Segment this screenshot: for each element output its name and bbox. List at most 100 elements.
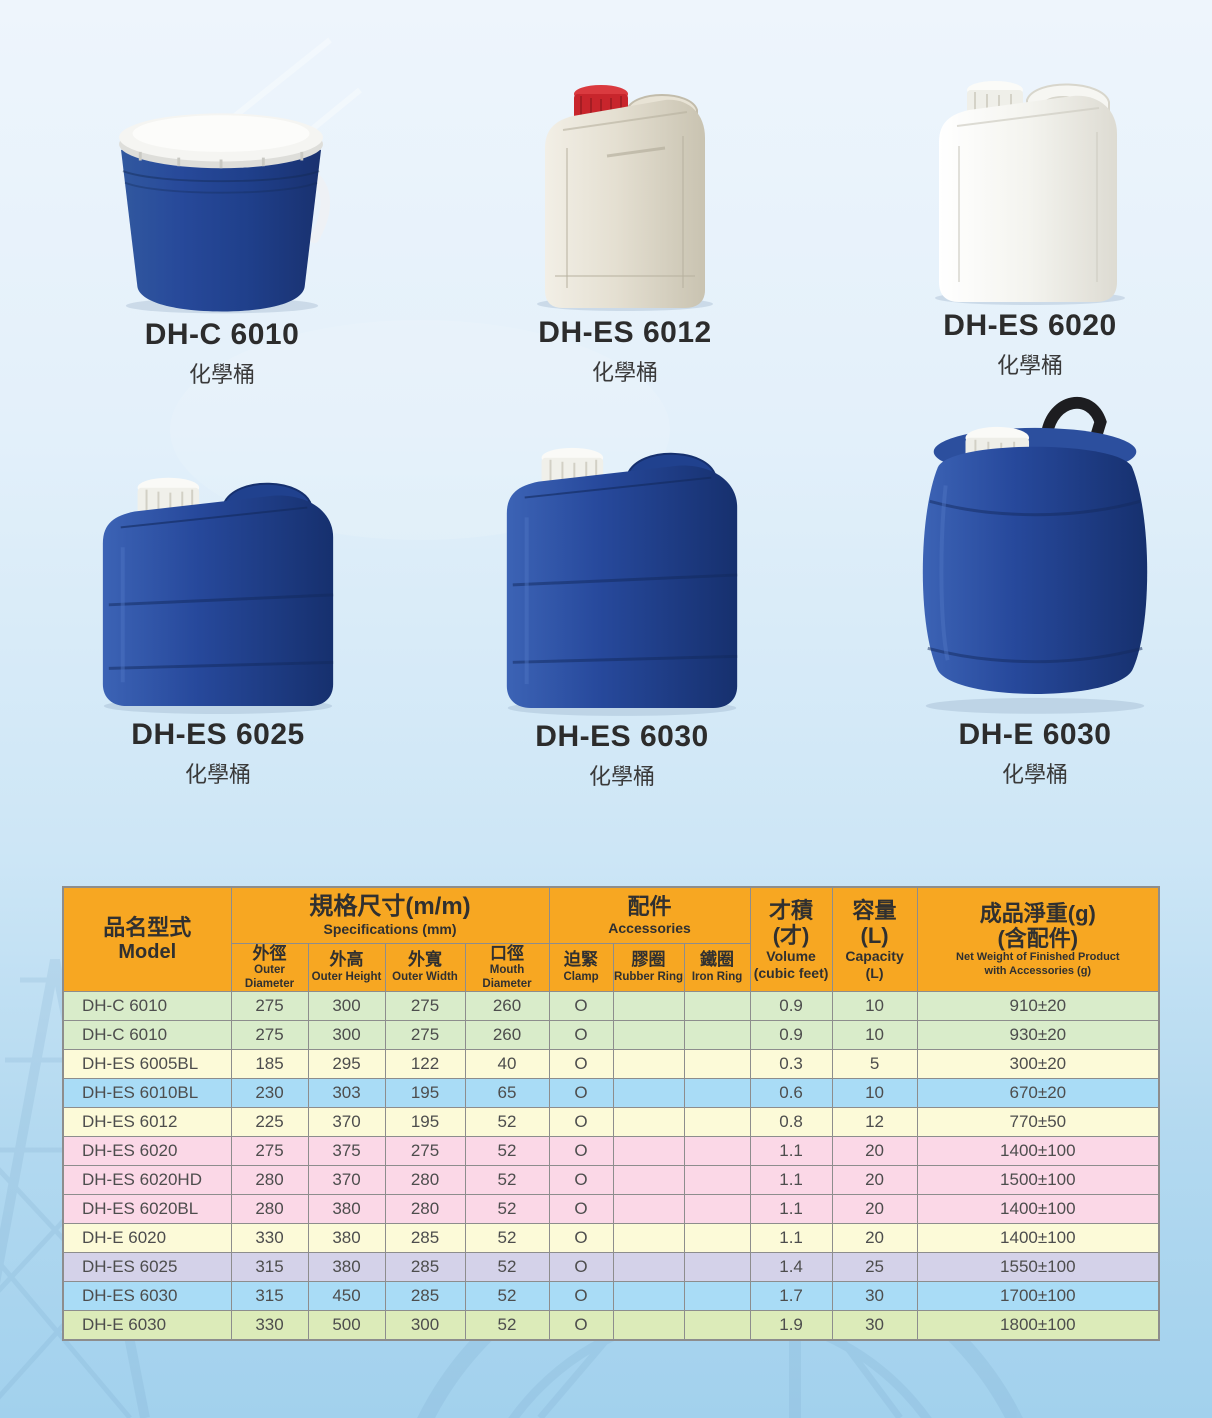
header-volume-zh1: 才積: [769, 897, 814, 923]
cell-model: DH-ES 6005BL: [62, 1049, 232, 1080]
sub-header-outer-diameter: 外徑 Outer Diameter: [230, 942, 309, 993]
cell-mouth-diameter: 52: [464, 1194, 550, 1225]
cell-mouth-diameter: 40: [464, 1049, 550, 1080]
cell-mouth-diameter: 52: [464, 1165, 550, 1196]
cell-outer-height: 380: [307, 1223, 386, 1254]
cell-model: DH-ES 6020: [62, 1136, 232, 1167]
product-subtitle: 化學桶: [591, 360, 658, 385]
product-card-dh-c-6010: DH-C 6010 化學桶: [52, 82, 392, 389]
cell-volume: 1.4: [749, 1252, 833, 1283]
table-row: DH-ES 6025 315 380 285 52 O 1.4 25 1550±100: [62, 1252, 1160, 1283]
product-title: DH-ES 6020: [943, 309, 1117, 342]
cell-iron-ring: [683, 1020, 751, 1051]
cell-model: DH-ES 6010BL: [62, 1078, 232, 1109]
col-header-model: 品名型式 Model: [62, 886, 232, 993]
cell-volume: 1.1: [749, 1223, 833, 1254]
product-subtitle: 化學桶: [1001, 762, 1068, 787]
cell-outer-diameter: 280: [230, 1194, 309, 1225]
col-header-capacity: 容量 (L) Capacity (L): [831, 886, 918, 993]
cell-rubber-ring: [612, 1252, 685, 1283]
sub-header-iron-ring: 鐵圈 Iron Ring: [683, 942, 751, 993]
header-volume-zh2: (才): [772, 922, 810, 948]
cell-iron-ring: [683, 1223, 751, 1254]
cell-net-weight: 1800±100: [916, 1310, 1160, 1341]
product-card-dh-es-6020: DH-ES 6020 化學桶: [860, 50, 1200, 380]
cell-outer-width: 280: [384, 1165, 466, 1196]
cell-net-weight: 1400±100: [916, 1194, 1160, 1225]
cell-model: DH-ES 6020BL: [62, 1194, 232, 1225]
cell-net-weight: 770±50: [916, 1107, 1160, 1138]
product-image-blue-can-squat: [102, 477, 334, 714]
col-header-volume: 才積 (才) Volume (cubic feet): [749, 886, 833, 993]
cell-iron-ring: [683, 1107, 751, 1138]
cell-mouth-diameter: 260: [464, 1020, 550, 1051]
cell-outer-width: 122: [384, 1049, 466, 1080]
cell-capacity: 30: [831, 1281, 918, 1312]
cell-mouth-diameter: 52: [464, 1107, 550, 1138]
cell-outer-height: 500: [307, 1310, 386, 1341]
cell-clamp: O: [548, 1020, 614, 1051]
cell-capacity: 20: [831, 1165, 918, 1196]
cell-capacity: 10: [831, 1020, 918, 1051]
header-model-en: Model: [118, 941, 177, 964]
cell-net-weight: 930±20: [916, 1020, 1160, 1051]
cell-iron-ring: [683, 1165, 751, 1196]
cell-volume: 1.9: [749, 1310, 833, 1341]
cell-outer-diameter: 275: [230, 991, 309, 1022]
cell-outer-height: 370: [307, 1107, 386, 1138]
sub-header-outer-width: 外寬 Outer Width: [384, 942, 466, 993]
cell-volume: 0.8: [749, 1107, 833, 1138]
cell-model: DH-E 6030: [62, 1310, 232, 1341]
cell-volume: 1.1: [749, 1165, 833, 1196]
cell-outer-diameter: 225: [230, 1107, 309, 1138]
cell-outer-height: 300: [307, 991, 386, 1022]
table-row: DH-ES 6020 275 375 275 52 O 1.1 20 1400±100: [62, 1136, 1160, 1167]
cell-outer-diameter: 330: [230, 1310, 309, 1341]
sub-header-outer-height: 外高 Outer Height: [307, 942, 386, 993]
sub-header-rubber-ring: 膠圈 Rubber Ring: [612, 942, 685, 993]
cell-outer-diameter: 230: [230, 1078, 309, 1109]
cell-clamp: O: [548, 1223, 614, 1254]
cell-capacity: 20: [831, 1136, 918, 1167]
header-model-zh: 品名型式: [103, 915, 192, 941]
cell-outer-height: 303: [307, 1078, 386, 1109]
col-header-specifications: 規格尺寸(m/m) Specifications (mm): [230, 886, 550, 944]
spec-table-body: DH-C 6010 275 300 275 260 O 0.9 10 910±20 DH-C 60…: [62, 991, 1160, 1341]
cell-mouth-diameter: 260: [464, 991, 550, 1022]
table-row: DH-C 6010 275 300 275 260 O 0.9 10 910±20: [62, 991, 1160, 1022]
sub-header-mouth-diameter: 口徑 Mouth Diameter: [464, 942, 550, 993]
cell-iron-ring: [683, 991, 751, 1022]
product-image-blue-can-tall: [506, 447, 738, 716]
cell-outer-height: 295: [307, 1049, 386, 1080]
cell-net-weight: 1400±100: [916, 1136, 1160, 1167]
cell-outer-height: 380: [307, 1194, 386, 1225]
col-header-net-weight: 成品淨重(g) (含配件) Net Weight of Finished Pro…: [916, 886, 1160, 993]
cell-clamp: O: [548, 1252, 614, 1283]
cell-outer-diameter: 185: [230, 1049, 309, 1080]
header-weight-zh2: (含配件): [997, 925, 1079, 951]
header-accessories-en: Accessories: [608, 919, 691, 936]
cell-outer-height: 450: [307, 1281, 386, 1312]
table-row: DH-E 6030 330 500 300 52 O 1.9 30 1800±100: [62, 1310, 1160, 1341]
sub-header-clamp: 迫緊 Clamp: [548, 942, 614, 993]
cell-mouth-diameter: 52: [464, 1252, 550, 1283]
cell-net-weight: 1400±100: [916, 1223, 1160, 1254]
header-capacity-zh1: 容量: [852, 897, 897, 923]
cell-rubber-ring: [612, 1020, 685, 1051]
cell-clamp: O: [548, 1136, 614, 1167]
product-title: DH-ES 6012: [538, 316, 712, 349]
cell-clamp: O: [548, 1049, 614, 1080]
cell-clamp: O: [548, 1310, 614, 1341]
cell-volume: 0.9: [749, 991, 833, 1022]
cell-outer-height: 375: [307, 1136, 386, 1167]
cell-rubber-ring: [612, 1194, 685, 1225]
product-card-dh-e-6030: DH-E 6030 化學桶: [865, 382, 1205, 789]
table-row: DH-ES 6020HD 280 370 280 52 O 1.1 20 1500±100: [62, 1165, 1160, 1196]
cell-iron-ring: [683, 1194, 751, 1225]
cell-rubber-ring: [612, 1310, 685, 1341]
cell-mouth-diameter: 52: [464, 1223, 550, 1254]
cell-outer-width: 300: [384, 1310, 466, 1341]
cell-rubber-ring: [612, 1078, 685, 1109]
cell-volume: 0.9: [749, 1020, 833, 1051]
cell-iron-ring: [683, 1310, 751, 1341]
